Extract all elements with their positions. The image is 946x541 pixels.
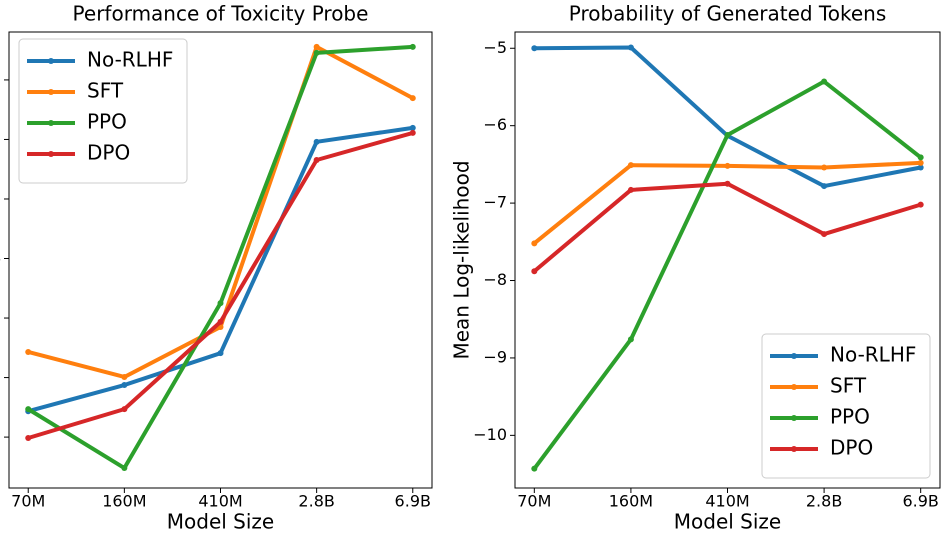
legend: No-RLHF SFT PPO DPO [18,38,188,184]
point [25,434,32,441]
y-tick-label: −9 [483,347,507,366]
point [121,373,128,380]
y-tick-label: −5 [483,38,507,57]
legend-label: DPO [87,141,130,165]
point [531,465,538,472]
point [917,159,924,166]
point [217,318,224,325]
point [409,129,416,136]
point [531,240,538,247]
x-tick-label: 410M [198,492,242,511]
y-tick-label: 62 [0,308,1,327]
point [409,124,416,131]
chart-title: Probability of Generated Tokens [569,2,887,26]
point [627,44,634,51]
legend-label: DPO [830,436,873,460]
legend-box [18,38,188,184]
x-axis-label: Model Size [674,510,781,534]
y-tick-label: 60 [0,367,1,386]
legend-label: No-RLHF [830,343,916,367]
y-tick-label: 68 [0,129,1,148]
legend-marker [48,58,54,64]
legend-marker [791,446,797,452]
point [627,186,634,193]
point [724,180,731,187]
point [531,268,538,275]
point [121,382,128,389]
x-tick-label: 6.9B [395,492,431,511]
legend-box [761,333,931,479]
point [313,43,320,50]
x-tick-label: 2.8B [806,492,842,511]
y-tick-label: −10 [473,425,507,444]
legend-marker [791,415,797,421]
point [821,231,828,238]
x-tick-label: 70M [11,492,45,511]
x-tick-label: 160M [102,492,146,511]
y-tick-label: −6 [483,115,507,134]
y-tick-label: −8 [483,270,507,289]
point [724,162,731,169]
point [627,336,634,343]
point [917,164,924,171]
series-line [533,160,921,245]
x-tick-label: 410M [705,492,749,511]
point [917,201,924,208]
legend-marker [48,151,54,157]
point [313,156,320,163]
point [217,300,224,307]
point [25,406,32,413]
point [25,348,32,355]
point [121,465,128,472]
x-tick-label: 70M [517,492,551,511]
point [531,45,538,52]
legend-marker [791,353,797,359]
chart: Performance of Toxicity Probe Model Size 5… [0,2,433,534]
chart: Probability of Generated Tokens Model Siz… [450,2,941,534]
legend-marker [48,89,54,95]
frame [514,31,941,489]
frame [8,31,433,489]
point [409,43,416,50]
y-tick-label: −7 [483,193,507,212]
y-tick-label: 58 [0,427,1,446]
point [917,154,924,161]
point [313,49,320,56]
legend-marker [791,384,797,390]
point [121,406,128,413]
point [821,78,828,85]
point [409,95,416,102]
y-axis-label: Mean Log-likelihood [450,160,474,359]
legend-label: SFT [87,79,124,103]
x-tick-label: 2.8B [298,492,334,511]
point [821,183,828,190]
chart-title: Performance of Toxicity Probe [73,2,369,26]
legend: No-RLHF SFT PPO DPO [761,333,931,479]
point [821,164,828,171]
point [313,138,320,145]
legend-label: No-RLHF [87,48,173,72]
point [724,131,731,138]
x-axis-label: Model Size [167,510,274,534]
x-tick-label: 6.9B [902,492,938,511]
legend-label: SFT [830,374,867,398]
y-tick-label: 66 [0,188,1,207]
legend-marker [48,120,54,126]
y-tick-label: 64 [0,248,1,267]
point [627,162,634,169]
x-tick-label: 160M [609,492,653,511]
legend-label: PPO [87,110,127,134]
y-tick-label: 70 [0,69,1,88]
legend-label: PPO [830,405,870,429]
point [217,350,224,357]
